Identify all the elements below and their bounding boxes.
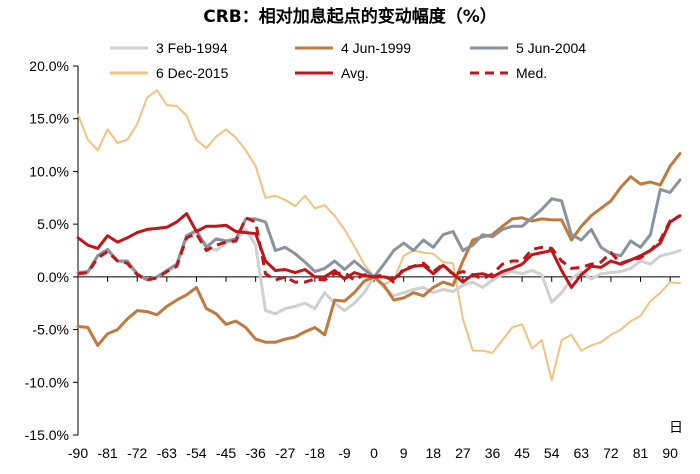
- y-tick-label: -10.0%: [25, 374, 69, 390]
- x-tick-label: -27: [275, 445, 295, 461]
- x-tick-label: -81: [97, 445, 117, 461]
- x-tick-label: 18: [425, 445, 441, 461]
- x-tick-label: -63: [157, 445, 177, 461]
- x-tick-label: 45: [514, 445, 530, 461]
- x-tick-label: 0: [370, 445, 378, 461]
- x-tick-label: 72: [603, 445, 619, 461]
- y-tick-label: -5.0%: [32, 322, 69, 338]
- y-axis: -15.0% -10.0% -5.0% 0.0% 5.0% 10.0% 15.0% 20.0%: [25, 58, 79, 443]
- x-tick-label: -45: [216, 445, 236, 461]
- series-line-3: [76, 178, 682, 282]
- series-line-4: [77, 89, 681, 382]
- y-tick-label: 20.0%: [29, 58, 69, 74]
- x-tick-label: -72: [127, 445, 147, 461]
- series-line-6: [77, 214, 681, 284]
- y-tick-label: 10.0%: [29, 163, 69, 179]
- plot-series: [76, 89, 682, 382]
- legend-label: 4 Jun-1999: [341, 40, 411, 56]
- series-line-2: [76, 152, 682, 347]
- x-tick-label: -90: [68, 445, 88, 461]
- y-tick-label: 5.0%: [37, 216, 69, 232]
- x-tick-label: 27: [455, 445, 471, 461]
- y-tick-label: -15.0%: [25, 427, 69, 443]
- legend-label: 6 Dec-2015: [156, 65, 229, 81]
- x-tick-label: 90: [662, 445, 678, 461]
- legend-label: 5 Jun-2004: [516, 40, 586, 56]
- x-tick-label: -36: [246, 445, 266, 461]
- y-tick-label: 0.0%: [37, 269, 69, 285]
- legend-label: Med.: [516, 65, 547, 81]
- x-tick-label: 9: [400, 445, 408, 461]
- legend: 3 Feb-1994 4 Jun-1999 5 Jun-2004 6 Dec-2015…: [110, 40, 586, 81]
- legend-label: 3 Feb-1994: [156, 40, 228, 56]
- x-axis: -90 -81 -72 -63 -54 -45 -36 -27 -18 -9 0 9 18 27 36 45 5…: [68, 276, 680, 461]
- x-tick-label: -18: [305, 445, 325, 461]
- chart-title: CRB：相对加息起点的变动幅度（%）: [203, 6, 497, 27]
- x-tick-label: 54: [544, 445, 560, 461]
- x-tick-label: 63: [574, 445, 590, 461]
- x-tick-label: -54: [186, 445, 206, 461]
- x-axis-label: 日: [669, 419, 683, 435]
- y-tick-label: 15.0%: [29, 111, 69, 127]
- x-tick-label: -9: [338, 445, 351, 461]
- legend-label: Avg.: [341, 65, 369, 81]
- x-tick-label: 36: [485, 445, 501, 461]
- x-tick-label: 81: [633, 445, 649, 461]
